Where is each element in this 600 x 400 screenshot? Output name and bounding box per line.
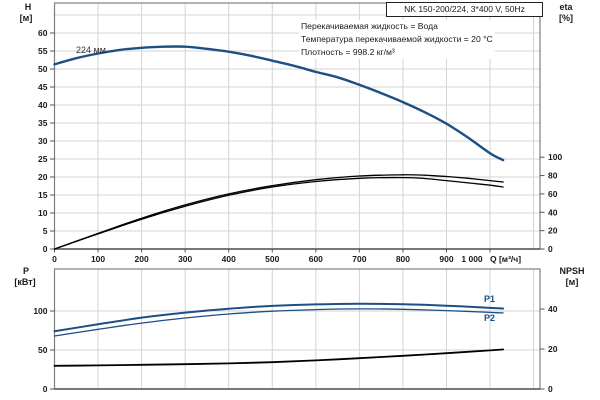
p-axis-unit: [кВт] [14,277,36,287]
left-tick-label: 0 [43,244,48,254]
right-tick-label: 0 [548,384,553,394]
right-tick-label: 0 [548,244,553,254]
left-tick-label: 50 [38,345,48,355]
tick-marks [50,32,545,253]
x-tick-label: 1 000 [461,254,483,264]
left-tick-label: 60 [38,28,48,38]
right-tick-label: 20 [548,226,558,236]
left-tick-label: 5 [43,226,48,236]
curve-h-224- [53,45,505,162]
p2-curve-label: P2 [484,313,496,323]
left-tick-label: 30 [38,136,48,146]
plot-border [53,268,541,390]
fluid-annotations: Перекачиваемая жидкость = Вода Температу… [299,20,495,59]
x-tick-label: 100 [91,254,105,264]
x-axis-unit-label: Q [м³/ч] [490,254,521,264]
tick-marks [50,308,545,390]
h-axis-name: H [24,2,32,12]
right-tick-label: 40 [548,207,558,217]
eta-axis-unit: [%] [559,13,573,23]
x-tick-label: 0 [52,254,57,264]
x-tick-label: 400 [222,254,236,264]
left-tick-label: 100 [33,306,47,316]
curve-npsh [53,348,504,367]
left-tick-label: 55 [38,46,48,56]
left-tick-label: 25 [38,154,48,164]
left-tick-label: 35 [38,118,48,128]
gridlines [54,269,540,389]
right-tick-label: 100 [548,152,562,162]
x-tick-label: 200 [135,254,149,264]
plot-power: 0 50 100 0 20 40 [33,268,558,394]
right-tick-label: 60 [548,189,558,199]
right-tick-label: 40 [548,304,558,314]
right-tick-label: 20 [548,344,558,354]
left-tick-label: 40 [38,100,48,110]
left-tick-label: 10 [38,208,48,218]
x-tick-label: 500 [265,254,279,264]
p1-curve-label: P1 [484,294,496,304]
eta-axis-name: eta [559,2,573,12]
left-tick-label: 0 [43,384,48,394]
annotation-temperature: Температура перекачиваемой жидкости = 20… [301,34,493,44]
npsh-axis-unit: [м] [565,277,579,287]
left-tick-label: 15 [38,190,48,200]
npsh-axis-name: NPSH [559,266,585,276]
annotation-fluid: Перекачиваемая жидкость = Вода [301,21,438,31]
curve-p1 [53,302,505,333]
pump-title: NK 150-200/224, 3*400 V, 50Hz [404,4,525,14]
left-tick-label: 20 [38,172,48,182]
curve-p2 [53,308,504,337]
p-axis-name: P [22,266,29,276]
x-tick-label: 600 [309,254,323,264]
h-axis-unit: [м] [19,13,33,23]
right-tick-label: 80 [548,171,558,181]
x-tick-label: 800 [396,254,410,264]
x-tick-label: 300 [178,254,192,264]
tick-labels: 0 50 100 0 20 40 [33,304,557,394]
left-tick-label: 45 [38,82,48,92]
curve-eta-pump [53,174,504,250]
curve-eta-pump-motor [53,176,504,250]
pump-title-box: NK 150-200/224, 3*400 V, 50Hz [386,2,543,17]
x-tick-label: 900 [439,254,453,264]
left-tick-label: 50 [38,64,48,74]
impeller-size-label: 224 мм [76,45,106,55]
x-tick-label: 700 [352,254,366,264]
annotation-density: Плотность = 998.2 кг/м³ [301,47,395,57]
